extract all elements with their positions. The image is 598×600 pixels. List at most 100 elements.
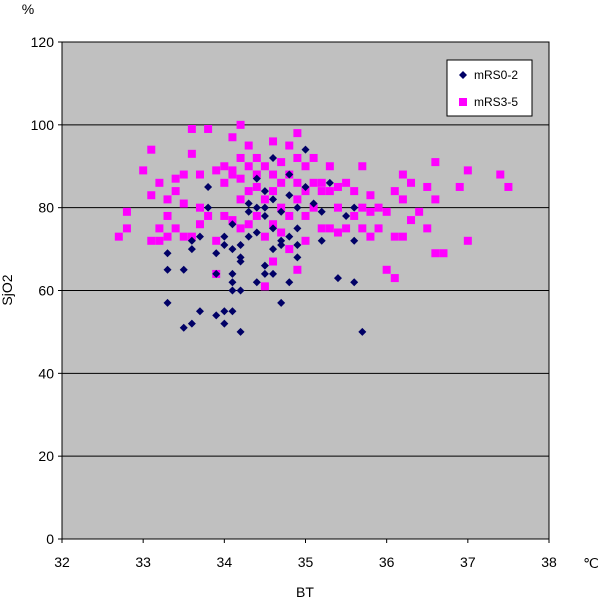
x-tick-label: 32 [54,554,70,570]
data-point [309,203,318,212]
data-point [358,162,367,171]
data-point [163,298,172,307]
data-point [398,232,407,241]
x-tick-label: 37 [460,554,476,570]
data-point [285,170,294,179]
data-point [252,228,261,237]
legend-box [446,59,533,117]
data-point [220,232,229,241]
data-point [179,170,188,179]
data-point [236,327,245,336]
data-point [187,245,196,254]
data-point [212,269,221,278]
data-point [504,182,513,191]
data-point [293,178,302,187]
data-point [236,195,245,204]
data-point [390,187,399,196]
data-point [350,187,359,196]
data-point [269,224,278,233]
data-point [179,323,188,332]
data-point [204,124,213,133]
data-point [301,187,310,196]
data-point [163,265,172,274]
x-tick-label: 38 [541,554,557,570]
data-point [155,224,164,233]
data-point [317,224,326,233]
data-point [204,203,213,212]
data-point [187,319,196,328]
data-point [301,182,310,191]
data-point [195,220,204,229]
x-axis-title: BT [296,584,314,600]
data-point [366,232,375,241]
x-axis-unit: ℃ [583,555,598,571]
data-point [252,211,261,220]
data-point [439,249,448,258]
data-point [269,195,278,204]
data-point [244,199,253,208]
legend-marker [459,98,467,106]
y-tick-label: 40 [38,365,54,381]
legend-marker [459,71,467,79]
gridlines [62,124,549,457]
data-point [309,153,318,162]
x-tick-label: 36 [379,554,395,570]
data-point [277,228,286,237]
data-point [398,195,407,204]
data-point [252,174,261,183]
data-point [366,191,375,200]
x-tick-label: 33 [135,554,151,570]
data-point [212,249,221,258]
data-point [260,232,269,241]
tick-labels: 0 20 40 60 80 100 120 32 33 34 35 36 37 38 [31,34,557,570]
data-point [277,298,286,307]
data-points [114,120,513,336]
data-point [220,307,229,316]
data-point [382,265,391,274]
data-point [398,170,407,179]
data-point [342,224,351,233]
data-point [260,203,269,212]
x-tick-label: 35 [298,554,314,570]
data-point [212,166,221,175]
data-point [285,211,294,220]
data-point [252,182,261,191]
data-point [301,162,310,171]
data-point [228,278,237,287]
data-point [293,153,302,162]
data-point [333,203,342,212]
series-mRS3-5 [114,120,513,291]
data-point [236,240,245,249]
data-point [228,269,237,278]
data-point [187,236,196,245]
data-point [252,153,261,162]
data-point [325,224,334,233]
data-point [277,158,286,167]
data-point [122,207,131,216]
data-point [463,166,472,175]
data-point [358,203,367,212]
data-point [204,182,213,191]
y-axis-title: SjO2 [0,274,15,305]
data-point [244,220,253,229]
data-point [187,232,196,241]
data-point [317,178,326,187]
data-point [350,211,359,220]
data-point [114,232,123,241]
data-point [228,166,237,175]
data-point [431,249,440,258]
y-axis-unit: % [22,1,34,17]
data-point [212,236,221,245]
y-tick-label: 80 [38,200,54,216]
data-point [195,307,204,316]
data-point [350,278,359,287]
data-point [244,232,253,241]
data-point [269,269,278,278]
data-point [220,319,229,328]
data-point [171,224,180,233]
data-point [212,311,221,320]
data-point [171,174,180,183]
data-point [285,232,294,241]
data-point [317,236,326,245]
